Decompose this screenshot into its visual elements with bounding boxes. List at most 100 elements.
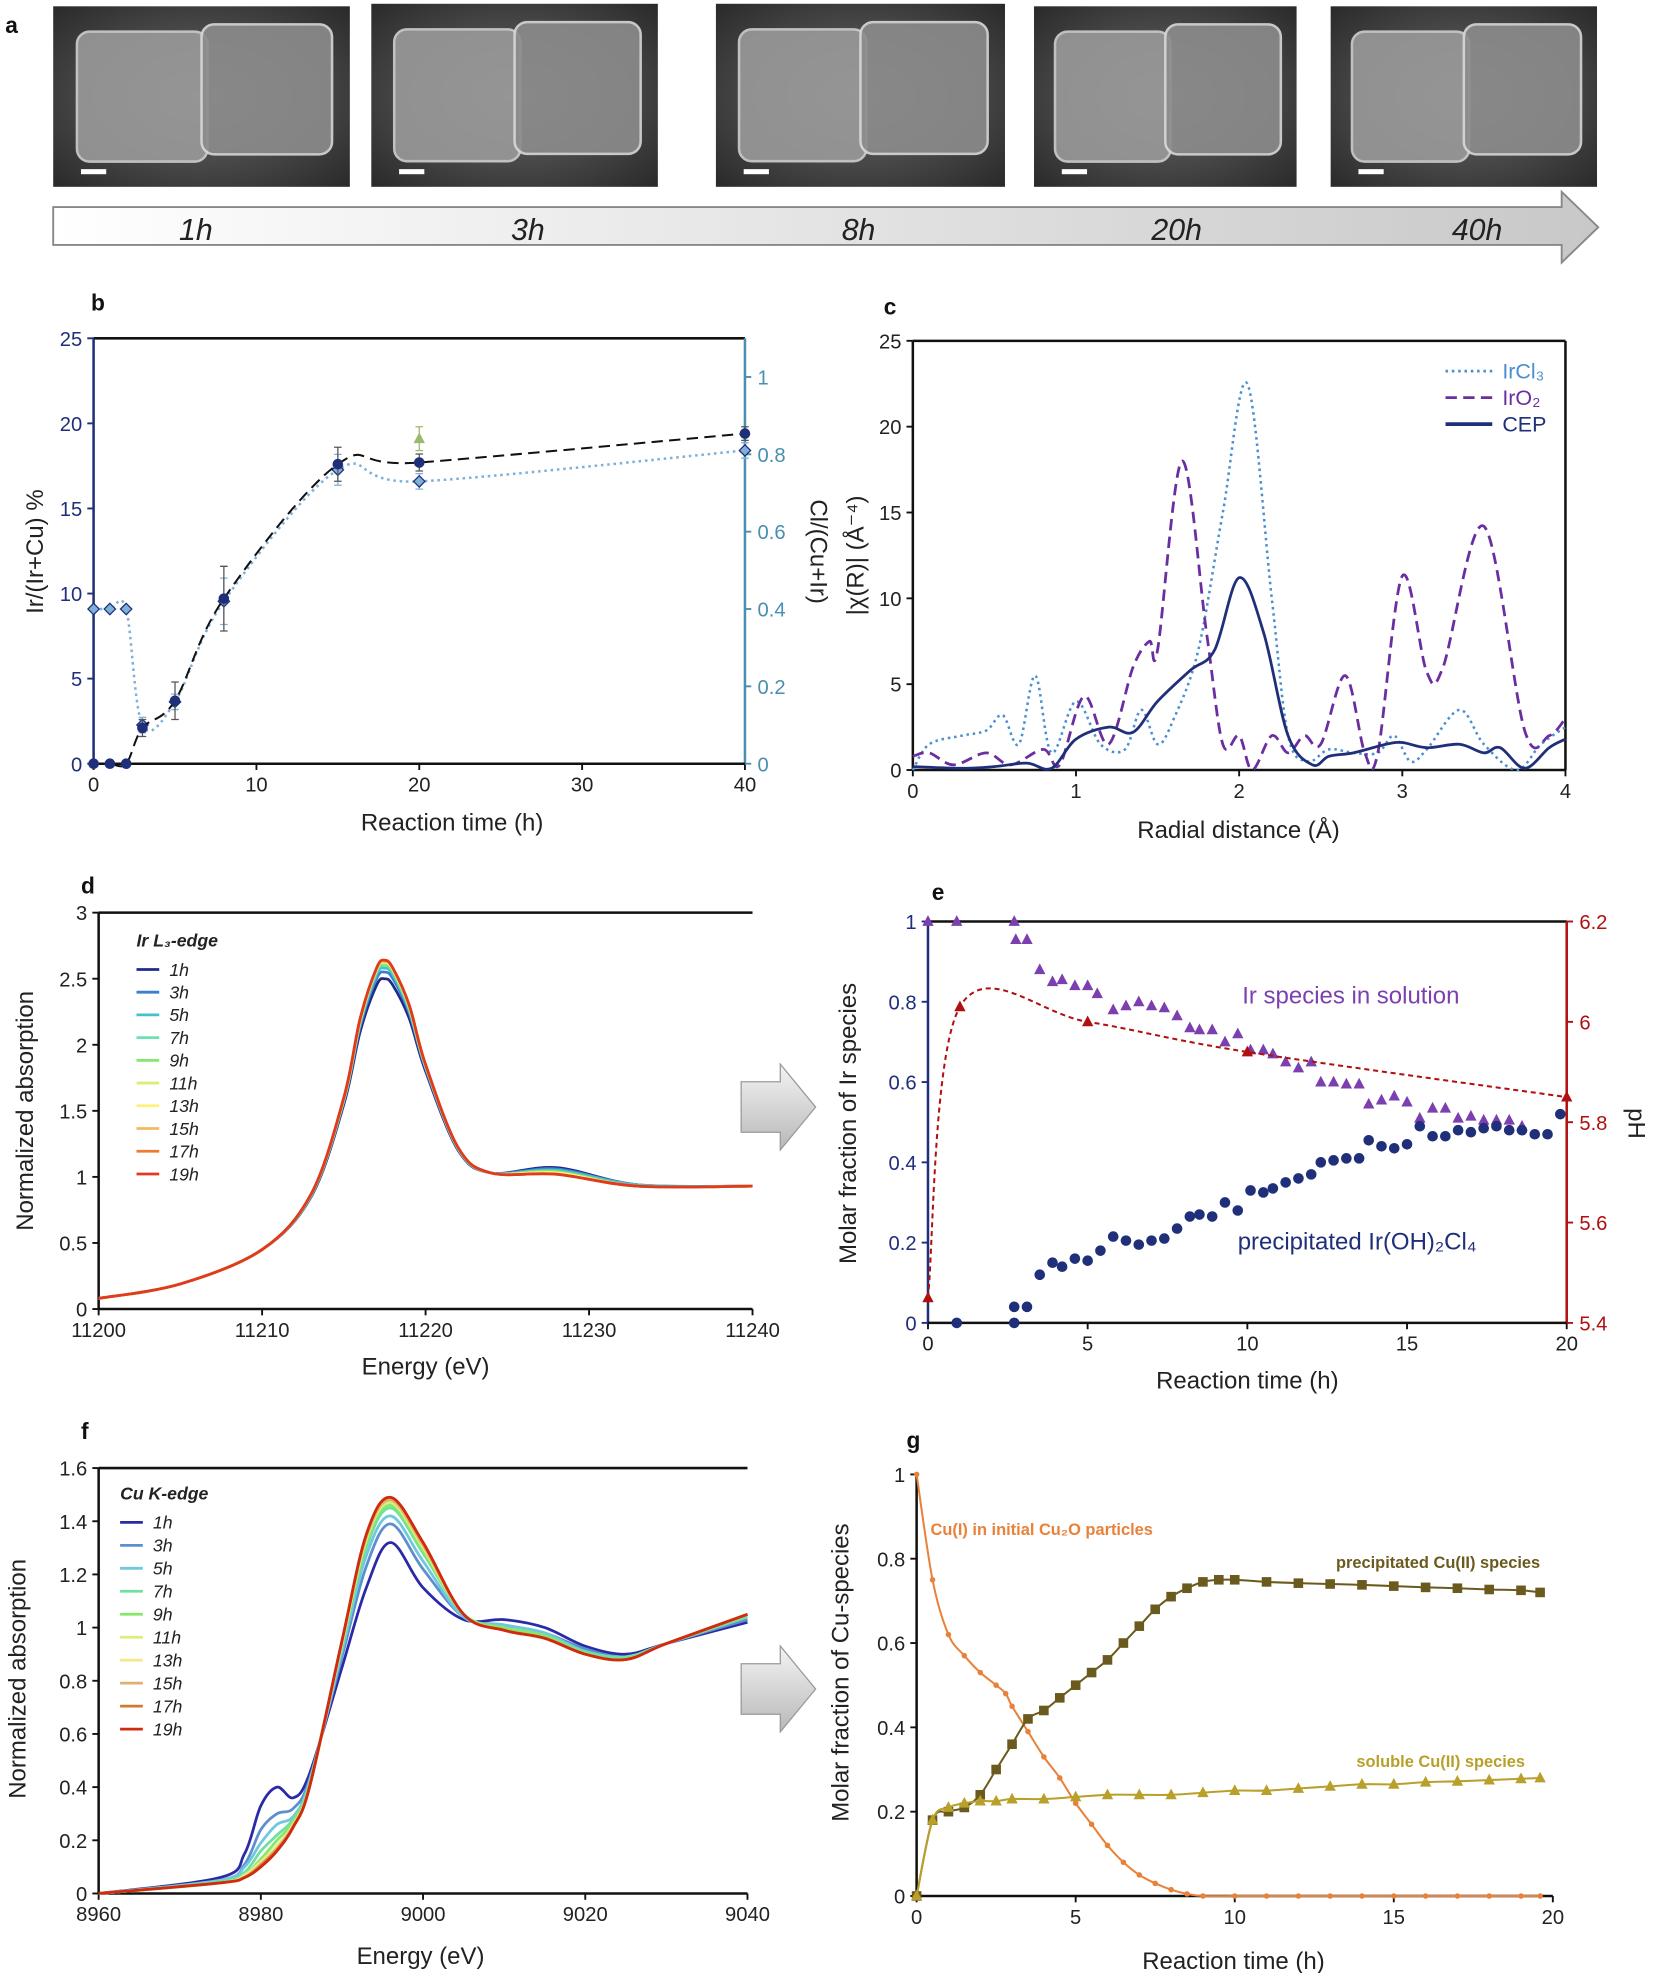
- series-line: [98, 1506, 748, 1895]
- data-point: [1133, 1239, 1145, 1250]
- data-point: [1375, 1093, 1388, 1105]
- y-tick-label: 0.4: [59, 1778, 87, 1800]
- data-point: [942, 1801, 955, 1812]
- panel-letter: a: [5, 12, 18, 38]
- y2-tick-label: 0.2: [758, 677, 786, 699]
- x-tick-label: 15: [1383, 1907, 1405, 1929]
- data-point: [169, 695, 181, 707]
- data-point: [1518, 1893, 1524, 1899]
- data-point: [1107, 1003, 1119, 1015]
- data-point: [1120, 1235, 1132, 1246]
- legend-item: 9h: [120, 1605, 173, 1625]
- data-point: [1537, 1893, 1543, 1899]
- series-line: [912, 459, 1567, 772]
- legend-item: IrO₂: [1445, 386, 1540, 410]
- legend-item: 3h: [120, 1536, 173, 1556]
- timeline-label: 8h: [842, 214, 876, 247]
- legend-item: CEP: [1445, 413, 1546, 437]
- x-axis-label: Energy (eV): [362, 1354, 490, 1381]
- data-point: [1219, 1035, 1231, 1047]
- scale-bar: [80, 169, 107, 175]
- data-point: [1069, 1790, 1082, 1802]
- data-point: [1159, 1233, 1170, 1244]
- chart-panel-b: b0 10 20 30 40051015202500.20.40.60.81Reacti…: [22, 290, 831, 837]
- timeline-label: 40h: [1452, 214, 1503, 247]
- legend-label: 11h: [169, 1073, 197, 1093]
- y-tick-label: 10: [879, 589, 901, 611]
- data-point: [1483, 1773, 1495, 1785]
- data-point: [119, 602, 133, 616]
- data-point: [1263, 1893, 1270, 1899]
- data-point: [137, 722, 148, 734]
- data-point: [1451, 1775, 1464, 1786]
- data-point: [910, 1889, 923, 1901]
- data-point: [1478, 1113, 1490, 1125]
- y2-tick-label: 0.4: [758, 600, 786, 622]
- legend-label: 17h: [153, 1696, 183, 1716]
- data-point: [1257, 1043, 1269, 1055]
- data-point: [412, 474, 426, 488]
- sem-image: [1330, 6, 1598, 187]
- data-point: [993, 1682, 999, 1688]
- sem-image: [371, 3, 658, 187]
- data-point: [1184, 1211, 1196, 1222]
- data-point: [1091, 987, 1103, 999]
- chart-panel-f: f 8960 8980 9000 9020 9040 0 0.2 0.4 0.6 0.8 1 1.2 1.…: [4, 1418, 770, 1970]
- x-tick-label: 20: [1555, 1334, 1577, 1356]
- data-point: [1327, 1075, 1340, 1087]
- data-point: [1002, 1690, 1009, 1697]
- y-tick-label: 2: [76, 1035, 87, 1057]
- x-tick-label: 20: [1542, 1907, 1564, 1929]
- data-point: [1292, 1782, 1305, 1793]
- data-point: [1023, 1714, 1033, 1724]
- scale-bar: [1358, 169, 1384, 175]
- data-point: [1206, 1023, 1218, 1035]
- data-point: [1292, 1061, 1305, 1073]
- data-point: [1486, 1893, 1492, 1899]
- series-19h: [98, 958, 753, 1300]
- data-point: [1007, 1739, 1017, 1750]
- data-point: [1391, 1893, 1397, 1899]
- data-point: [1452, 1111, 1464, 1123]
- data-point: [104, 758, 116, 770]
- series-line: [98, 1514, 748, 1895]
- series-0: [87, 442, 752, 734]
- data-point: [1095, 1245, 1106, 1256]
- legend-item: 11h: [120, 1628, 181, 1648]
- x-axis-label: Reaction time (h): [1142, 1948, 1325, 1973]
- data-point: [929, 1577, 936, 1583]
- x-axis-label: Energy (eV): [357, 1943, 485, 1970]
- data-point: [1034, 1269, 1046, 1281]
- data-point: [1008, 1301, 1020, 1313]
- data-point: [1534, 1771, 1546, 1783]
- series-line: [98, 1495, 748, 1895]
- y-tick-label: 25: [879, 331, 901, 353]
- scale-bar: [1061, 169, 1088, 175]
- data-point: [1267, 1183, 1279, 1194]
- y2-axis-label: Cl/(Cu+Ir): [805, 499, 832, 604]
- y2-tick-label: 5.6: [1579, 1213, 1607, 1235]
- data-point: [1280, 1177, 1291, 1188]
- data-point: [1171, 1009, 1183, 1021]
- data-point: [1357, 1580, 1367, 1590]
- legend-label: 13h: [169, 1096, 199, 1116]
- series-3h: [98, 1522, 748, 1895]
- annotation: precipitated Cu(II) species: [1336, 1554, 1540, 1572]
- data-point: [1325, 1579, 1335, 1589]
- data-point: [1072, 1800, 1079, 1807]
- data-point: [1491, 1120, 1502, 1132]
- series-line: [915, 1776, 1541, 1897]
- data-point: [1008, 1317, 1020, 1329]
- y-tick-label: 3: [76, 903, 87, 925]
- data-point: [961, 1652, 968, 1659]
- timeline-label: 20h: [1150, 214, 1202, 247]
- legend-item: 15h: [136, 1119, 199, 1139]
- legend-label: 17h: [169, 1142, 199, 1162]
- panel-letter: g: [907, 1427, 921, 1453]
- y-tick-label: 2.5: [59, 969, 87, 991]
- y-tick-label: 0.8: [877, 1549, 905, 1571]
- y-tick-label: 0.2: [59, 1831, 87, 1853]
- x-tick-label: 5: [1070, 1907, 1081, 1929]
- data-point: [1478, 1122, 1489, 1134]
